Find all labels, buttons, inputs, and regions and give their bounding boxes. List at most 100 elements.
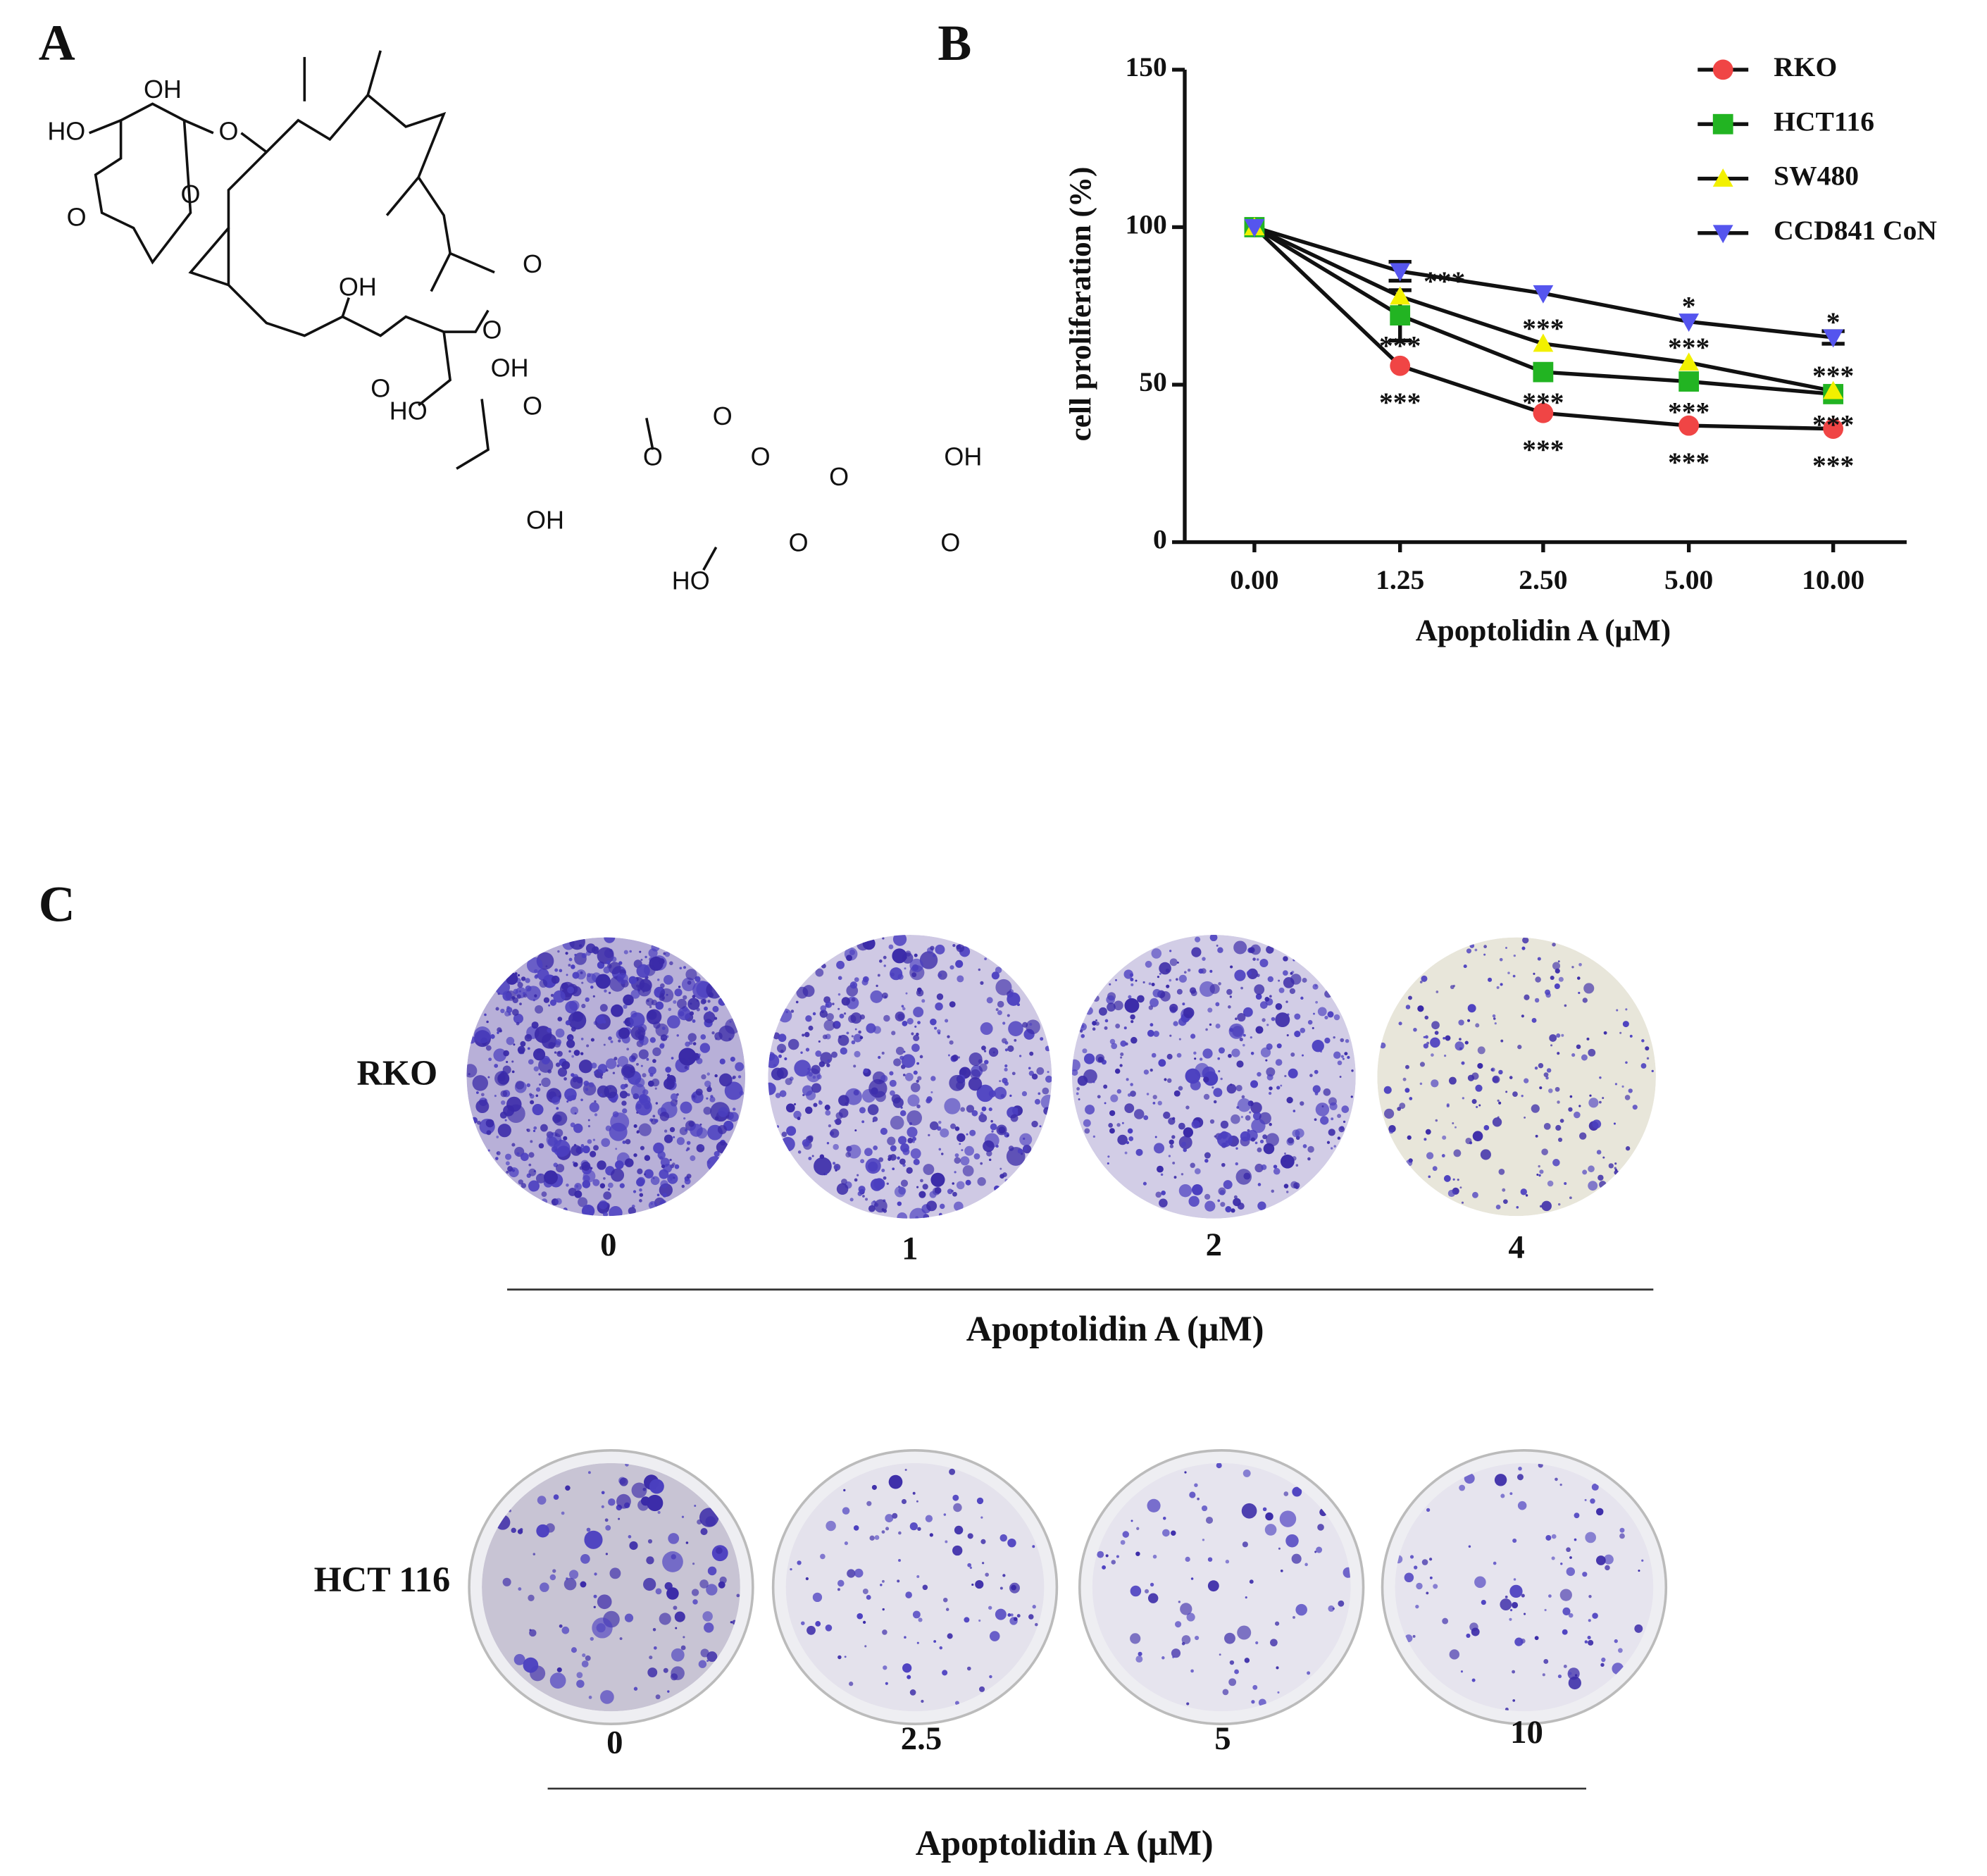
colony xyxy=(892,1512,898,1519)
colony xyxy=(1541,1148,1548,1155)
colony xyxy=(687,981,692,985)
colony xyxy=(830,1129,840,1138)
colony xyxy=(847,1569,856,1578)
marker xyxy=(1678,415,1700,436)
colony xyxy=(1302,1144,1307,1148)
colony xyxy=(1266,1133,1279,1147)
colony xyxy=(525,986,541,1001)
bond xyxy=(366,50,382,96)
colony xyxy=(880,1584,883,1586)
colony xyxy=(468,1036,475,1044)
colony xyxy=(603,1043,606,1046)
colony xyxy=(535,1173,546,1184)
colony xyxy=(907,1126,918,1138)
colony xyxy=(511,1527,516,1534)
colony xyxy=(1461,1201,1464,1204)
colony xyxy=(982,1562,985,1565)
colony xyxy=(867,1104,879,1115)
colony xyxy=(898,1186,907,1195)
colony xyxy=(630,989,640,999)
colony xyxy=(1130,1585,1142,1597)
colony xyxy=(1123,1026,1127,1030)
colony xyxy=(639,1199,642,1203)
colony xyxy=(888,1474,903,1489)
colony xyxy=(1483,953,1486,956)
colony xyxy=(1595,1508,1604,1516)
colony xyxy=(1193,1051,1197,1055)
colony xyxy=(1379,1042,1386,1049)
colony xyxy=(883,964,886,967)
colony xyxy=(487,1149,490,1152)
colony xyxy=(994,1185,1000,1192)
colony xyxy=(1279,1510,1297,1527)
colony xyxy=(1104,1102,1107,1105)
colony xyxy=(873,1145,878,1150)
colony xyxy=(644,955,647,959)
colony xyxy=(660,983,665,988)
colony xyxy=(1077,1075,1088,1086)
colony xyxy=(1205,1516,1214,1524)
colony xyxy=(1130,1036,1138,1044)
colony xyxy=(1124,1103,1135,1114)
colony xyxy=(1466,1633,1471,1638)
colony xyxy=(992,1051,995,1054)
colony xyxy=(1007,1613,1011,1617)
colony xyxy=(1333,1036,1335,1039)
colony xyxy=(1423,1043,1429,1049)
colony xyxy=(647,1539,653,1544)
colony xyxy=(1035,1622,1038,1627)
colony xyxy=(838,1108,849,1118)
colony xyxy=(604,989,607,993)
colony xyxy=(1252,1684,1258,1690)
colony xyxy=(1128,1136,1134,1141)
colony xyxy=(1157,976,1159,979)
colony xyxy=(1557,1674,1562,1679)
colony xyxy=(1597,1174,1604,1181)
colony xyxy=(854,1050,861,1057)
colony xyxy=(526,1129,529,1131)
colony xyxy=(655,1001,664,1010)
colony xyxy=(699,1123,702,1126)
colony xyxy=(820,1005,827,1012)
colony xyxy=(1426,1152,1434,1160)
colony xyxy=(1275,1002,1283,1010)
colony xyxy=(622,1108,628,1114)
colony xyxy=(1552,943,1556,947)
colony xyxy=(1340,1038,1345,1043)
colony xyxy=(620,1083,626,1090)
colony xyxy=(1236,1106,1240,1109)
colony xyxy=(1307,1671,1311,1675)
colony xyxy=(584,1530,603,1549)
dose-label: 2.5 xyxy=(901,1720,942,1757)
colony xyxy=(1442,1135,1447,1140)
colony xyxy=(802,1138,810,1147)
colony xyxy=(608,1498,616,1506)
colony xyxy=(1280,1084,1283,1087)
colony xyxy=(1219,1653,1221,1656)
colony xyxy=(913,1070,918,1075)
colony xyxy=(667,1690,670,1693)
colony xyxy=(631,1482,647,1498)
colony xyxy=(1085,1105,1095,1115)
colony xyxy=(582,1653,586,1658)
colony xyxy=(517,982,523,988)
colony xyxy=(1324,990,1333,998)
colony xyxy=(580,1554,590,1564)
colony xyxy=(512,997,518,1004)
colony xyxy=(1634,1624,1643,1633)
colony xyxy=(1517,1045,1522,1050)
colony xyxy=(897,974,904,980)
colony xyxy=(635,1098,652,1116)
colony xyxy=(506,1060,509,1064)
colony xyxy=(1246,970,1252,976)
colony xyxy=(968,1077,983,1091)
colony xyxy=(660,1157,670,1167)
colony xyxy=(1550,1044,1553,1047)
colony xyxy=(644,1169,654,1179)
colony xyxy=(588,1082,594,1088)
colony xyxy=(1300,1027,1306,1033)
colony xyxy=(571,1073,575,1077)
colony xyxy=(566,1577,568,1580)
colony xyxy=(571,1647,577,1653)
colony xyxy=(557,950,560,953)
